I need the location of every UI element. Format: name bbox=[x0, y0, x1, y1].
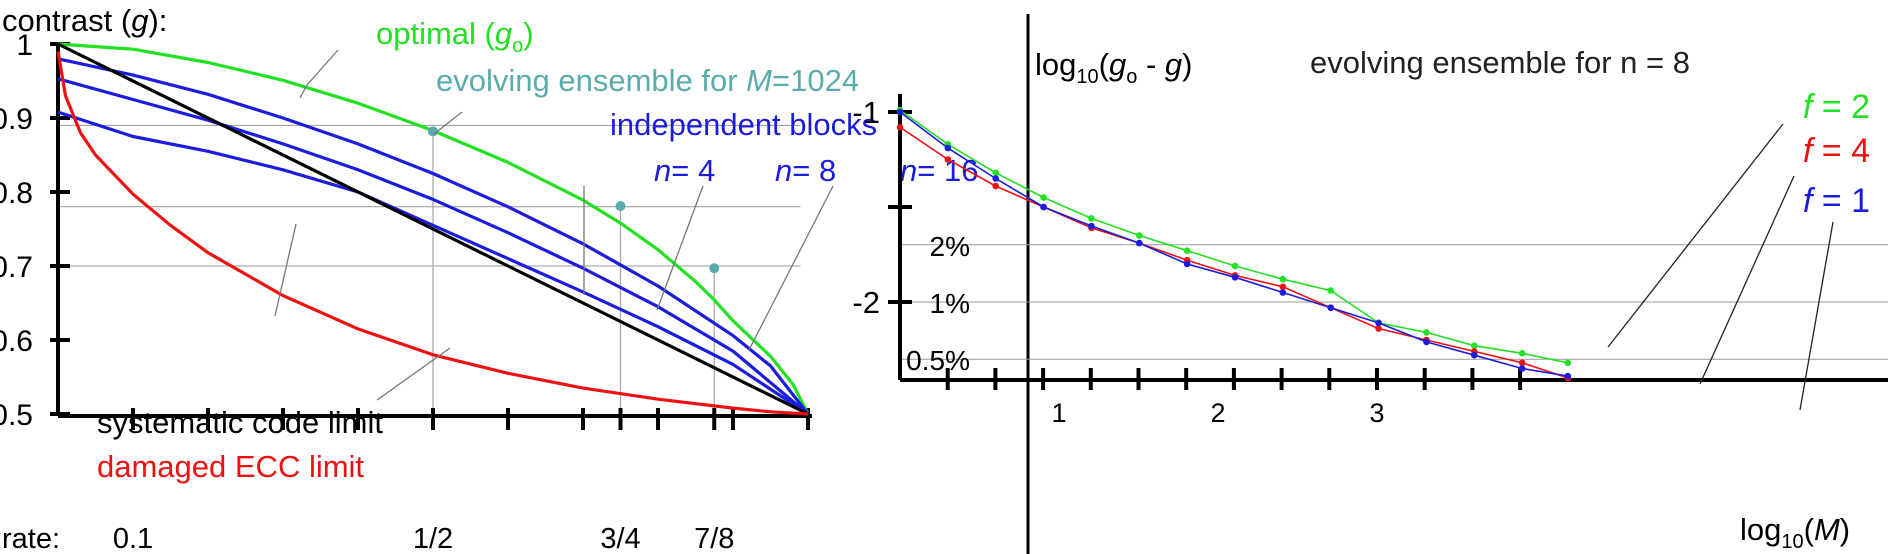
point-f-1 bbox=[1471, 351, 1478, 359]
point-f-1 bbox=[1183, 260, 1191, 268]
point-f-2 bbox=[1231, 262, 1239, 270]
n8-label: n= 8 bbox=[775, 153, 836, 188]
point-f-1 bbox=[944, 144, 952, 152]
right-grid-label: 1% bbox=[930, 288, 970, 319]
point-f-1 bbox=[1375, 319, 1382, 327]
point-f-1 bbox=[1423, 338, 1430, 346]
point-f-1 bbox=[992, 175, 1000, 182]
right-x-tick-label: 1 bbox=[1051, 398, 1066, 428]
y-tick-label: 1 bbox=[16, 29, 33, 62]
series-optimal bbox=[57, 42, 810, 415]
point-f-1 bbox=[1135, 239, 1143, 247]
y-axis-label: contrast (g): bbox=[2, 3, 167, 38]
annotation-leader bbox=[299, 49, 339, 99]
point-f-1 bbox=[1088, 222, 1095, 230]
ensemble-point bbox=[615, 201, 626, 212]
annotation-leader bbox=[274, 223, 297, 317]
ensemble-label: evolving ensemble for M=1024 bbox=[436, 63, 859, 98]
annotation-leader bbox=[656, 185, 704, 311]
legend-leader bbox=[1799, 221, 1834, 411]
series-f-4 bbox=[899, 126, 1569, 379]
ensemble-point bbox=[709, 263, 720, 274]
point-f-1 bbox=[1231, 274, 1239, 281]
point-f-2 bbox=[1423, 329, 1430, 336]
x-tick-label: 7/8 bbox=[694, 523, 734, 554]
x-tick-label: 3/4 bbox=[600, 523, 640, 554]
right-chart: 2% 1% 0.5% -1 -2 1 2 3 log10(go - g) evolving … bbox=[852, 45, 1888, 553]
series-f-1 bbox=[899, 111, 1568, 377]
point-f-2 bbox=[992, 169, 1000, 177]
point-f-4 bbox=[944, 156, 952, 163]
point-f-2 bbox=[1135, 232, 1143, 239]
point-f-2 bbox=[1471, 342, 1478, 350]
y-tick-label: 0.6 bbox=[0, 325, 33, 358]
point-f-2 bbox=[1040, 194, 1047, 201]
series-damaged-ecc-limit bbox=[56, 51, 809, 416]
point-f-4 bbox=[1518, 359, 1526, 367]
right-x-tick-label: 3 bbox=[1369, 398, 1384, 428]
point-f-1 bbox=[1279, 289, 1287, 296]
series-independent-blocks-n-16 bbox=[57, 57, 810, 415]
right-title: evolving ensemble for n = 8 bbox=[1310, 45, 1690, 80]
annotation-leader bbox=[376, 347, 451, 401]
y-tick-label: 0.8 bbox=[0, 177, 33, 210]
legend-leader bbox=[1699, 175, 1795, 385]
y-tick-label: 0.9 bbox=[0, 103, 33, 136]
point-f-2 bbox=[1564, 359, 1572, 367]
point-f-4 bbox=[1279, 283, 1287, 291]
n4-label: n= 4 bbox=[654, 153, 715, 188]
optimal-label: optimal (go) bbox=[376, 16, 534, 57]
right-grid-label: 0.5% bbox=[906, 345, 970, 376]
independent-blocks-label: independent blocks bbox=[610, 107, 877, 142]
point-f-2 bbox=[1518, 350, 1526, 357]
left-chart: 0.5 0.6 0.7 0.8 0.9 1 0.1 1/2 3/4 7/8 contrast (g… bbox=[0, 3, 978, 554]
right-y-tick-label: -1 bbox=[852, 95, 880, 130]
x-tick-label: 1/2 bbox=[413, 523, 453, 554]
legend-leader bbox=[1607, 123, 1784, 348]
point-f-4 bbox=[1375, 325, 1382, 332]
right-y-tick-label: -2 bbox=[852, 285, 880, 320]
point-f-1 bbox=[1564, 372, 1572, 380]
annotation-leader bbox=[748, 185, 834, 351]
annotation-leader bbox=[433, 111, 463, 135]
series-independent-blocks-n-8 bbox=[57, 77, 810, 416]
point-f-1 bbox=[1327, 304, 1335, 312]
point-f-4 bbox=[896, 123, 904, 131]
series-systematic-code-limit bbox=[57, 42, 809, 416]
point-f-4 bbox=[992, 182, 1000, 190]
legend-f-4: f = 4 bbox=[1803, 132, 1870, 170]
right-x-tick-label: 2 bbox=[1210, 398, 1225, 428]
ensemble-point bbox=[428, 126, 438, 137]
point-f-2 bbox=[1088, 215, 1095, 222]
point-f-2 bbox=[1327, 287, 1335, 294]
y-tick-label: 0.7 bbox=[0, 251, 33, 284]
point-f-1 bbox=[896, 108, 904, 116]
point-f-2 bbox=[1183, 247, 1191, 254]
right-x-axis-label: log10(M) bbox=[1740, 512, 1850, 553]
point-f-2 bbox=[1279, 275, 1287, 283]
point-f-1 bbox=[1518, 365, 1526, 372]
damaged-label: damaged ECC limit bbox=[97, 449, 364, 484]
series-independent-blocks-n-4 bbox=[57, 110, 809, 416]
x-axis-label: rate: bbox=[2, 523, 60, 554]
right-grid-label: 2% bbox=[930, 231, 970, 262]
legend-f-2: f = 2 bbox=[1803, 88, 1870, 126]
point-f-1 bbox=[1040, 203, 1047, 211]
series-f-2 bbox=[899, 109, 1568, 364]
legend-f-1: f = 1 bbox=[1803, 182, 1870, 220]
x-tick-label: 0.1 bbox=[113, 523, 153, 554]
y-tick-label: 0.5 bbox=[0, 399, 33, 432]
right-y-axis-label: log10(go - g) bbox=[1035, 47, 1192, 88]
systematic-label: systematic code limit bbox=[97, 405, 383, 440]
